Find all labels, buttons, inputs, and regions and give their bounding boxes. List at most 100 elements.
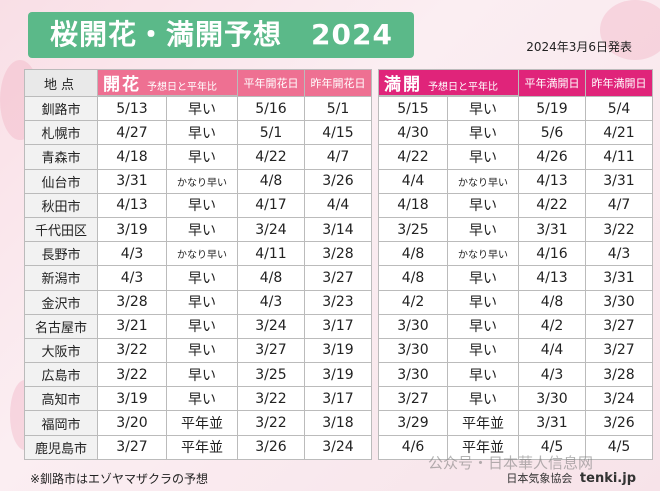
petal-decoration: [600, 0, 660, 60]
full-compare-cell: 早い: [447, 192, 519, 218]
bloom-date-cell: 3/31: [97, 168, 167, 194]
bloom-date-cell: 4/18: [97, 144, 167, 170]
bloom-compare-cell: 平年並: [166, 410, 238, 436]
column-gap: [372, 387, 379, 411]
full-date-cell: 3/29: [378, 410, 448, 436]
full-date-cell: 5/15: [378, 95, 448, 122]
bloom-compare-cell: かなり早い: [166, 168, 238, 194]
full-last-year-cell: 4/21: [585, 120, 653, 146]
source-site: tenki.jp: [579, 471, 636, 486]
city-column-header: 地点: [24, 69, 98, 97]
bloom-average-cell: 3/25: [237, 362, 305, 388]
full-sub: 予想日と平年比: [428, 82, 498, 93]
watermark: 公众号・日本華人信息网: [428, 454, 594, 472]
bloom-compare-cell: かなり早い: [166, 241, 238, 267]
full-compare-cell: 早い: [447, 144, 519, 170]
source-org: 日本気象協会: [506, 472, 573, 485]
column-gap: [372, 145, 379, 169]
bloom-last-year-cell: 4/15: [304, 120, 372, 146]
bloom-average-cell: 4/8: [237, 265, 305, 291]
full-compare-cell: 早い: [447, 362, 519, 388]
full-average-cell: 4/8: [518, 289, 586, 315]
column-gap: [372, 266, 379, 290]
full-compare-cell: 早い: [447, 216, 519, 243]
bloom-title: 開花: [103, 75, 141, 95]
full-compare-cell: かなり早い: [447, 168, 519, 194]
full-last-year-cell: 3/24: [585, 386, 653, 412]
column-gap: [372, 338, 379, 362]
bloom-avg-header: 平年開花日: [237, 69, 305, 97]
full-last-year-cell: 5/4: [585, 95, 653, 122]
full-date-cell: 4/6: [378, 434, 448, 460]
full-date-cell: 3/25: [378, 216, 448, 243]
full-compare-cell: 早い: [447, 120, 519, 146]
bloom-sub: 予想日と平年比: [147, 82, 217, 93]
full-last-year-cell: 3/30: [585, 289, 653, 315]
bloom-compare-cell: 早い: [166, 192, 238, 218]
city-cell: 釧路市: [24, 95, 98, 122]
bloom-average-cell: 3/27: [237, 337, 305, 364]
bloom-average-cell: 3/22: [237, 410, 305, 436]
full-last-year-cell: 3/22: [585, 216, 653, 243]
full-compare-cell: 早い: [447, 95, 519, 122]
full-date-cell: 4/18: [378, 192, 448, 218]
source-credit: 日本気象協会 tenki.jp: [506, 470, 636, 486]
table-row: 千代田区 3/19 早い 3/24 3/14 3/25 早い 3/31 3/22: [24, 216, 653, 243]
bloom-compare-cell: 早い: [166, 144, 238, 170]
city-cell: 福岡市: [24, 410, 98, 436]
bloom-compare-cell: 早い: [166, 386, 238, 412]
footnote: ※釧路市はエゾヤマザクラの予想: [30, 472, 209, 486]
table-row: 大阪市 3/22 早い 3/27 3/19 3/30 早い 4/4 3/27: [24, 337, 653, 364]
bloom-average-cell: 4/3: [237, 289, 305, 315]
city-cell: 新潟市: [24, 265, 98, 291]
full-last-year-cell: 3/31: [585, 265, 653, 291]
bloom-last-year-cell: 4/4: [304, 192, 372, 218]
table-row: 鹿児島市 3/27 平年並 3/26 3/24 4/6 平年並 4/5 4/5: [24, 434, 653, 460]
bloom-average-cell: 4/11: [237, 241, 305, 267]
full-average-cell: 4/26: [518, 144, 586, 170]
full-date-cell: 4/8: [378, 265, 448, 291]
bloom-last-year-cell: 3/23: [304, 289, 372, 315]
bloom-last-year-cell: 3/14: [304, 216, 372, 243]
full-compare-cell: かなり早い: [447, 241, 519, 267]
bloom-last-year-cell: 3/27: [304, 265, 372, 291]
full-last-year-cell: 4/3: [585, 241, 653, 267]
city-cell: 千代田区: [24, 216, 98, 243]
full-compare-cell: 平年並: [447, 410, 519, 436]
column-gap: [372, 242, 379, 266]
full-average-cell: 4/13: [518, 265, 586, 291]
bloom-last-year-cell: 5/1: [304, 95, 372, 122]
page-title: 桜開花・満開予想 2024: [28, 12, 414, 58]
bloom-average-cell: 5/1: [237, 120, 305, 146]
table-group-header-row: 地点 開花 予想日と平年比 平年開花日 昨年開花日 満開 予想日と平年比 平年満開日…: [24, 69, 653, 97]
bloom-average-cell: 3/24: [237, 313, 305, 339]
city-cell: 仙台市: [24, 168, 98, 194]
full-date-cell: 4/4: [378, 168, 448, 194]
city-cell: 札幌市: [24, 120, 98, 146]
table-row: 釧路市 5/13 早い 5/16 5/1 5/15 早い 5/19 5/4: [24, 95, 653, 122]
announce-date: 2024年3月6日発表: [526, 40, 632, 54]
full-date-cell: 4/2: [378, 289, 448, 315]
full-last-year-cell: 3/27: [585, 337, 653, 364]
bloom-average-cell: 3/22: [237, 386, 305, 412]
column-gap: [372, 70, 379, 97]
table-row: 広島市 3/22 早い 3/25 3/19 3/30 早い 4/3 3/28: [24, 362, 653, 388]
table-row: 仙台市 3/31 かなり早い 4/8 3/26 4/4 かなり早い 4/13 3/31: [24, 168, 653, 194]
bloom-compare-cell: 早い: [166, 95, 238, 122]
city-cell: 名古屋市: [24, 313, 98, 339]
full-last-header: 昨年満開日: [585, 69, 653, 97]
bloom-average-cell: 4/8: [237, 168, 305, 194]
column-gap: [372, 290, 379, 314]
bloom-compare-cell: 早い: [166, 289, 238, 315]
column-gap: [372, 411, 379, 435]
table-row: 名古屋市 3/21 早い 3/24 3/17 3/30 早い 4/2 3/27: [24, 313, 653, 339]
city-cell: 長野市: [24, 241, 98, 267]
bloom-average-cell: 3/26: [237, 434, 305, 460]
city-cell: 鹿児島市: [24, 434, 98, 460]
full-last-year-cell: 3/28: [585, 362, 653, 388]
city-cell: 広島市: [24, 362, 98, 388]
full-date-cell: 4/22: [378, 144, 448, 170]
bloom-last-year-cell: 3/19: [304, 337, 372, 364]
full-average-cell: 4/3: [518, 362, 586, 388]
full-date-cell: 3/30: [378, 362, 448, 388]
